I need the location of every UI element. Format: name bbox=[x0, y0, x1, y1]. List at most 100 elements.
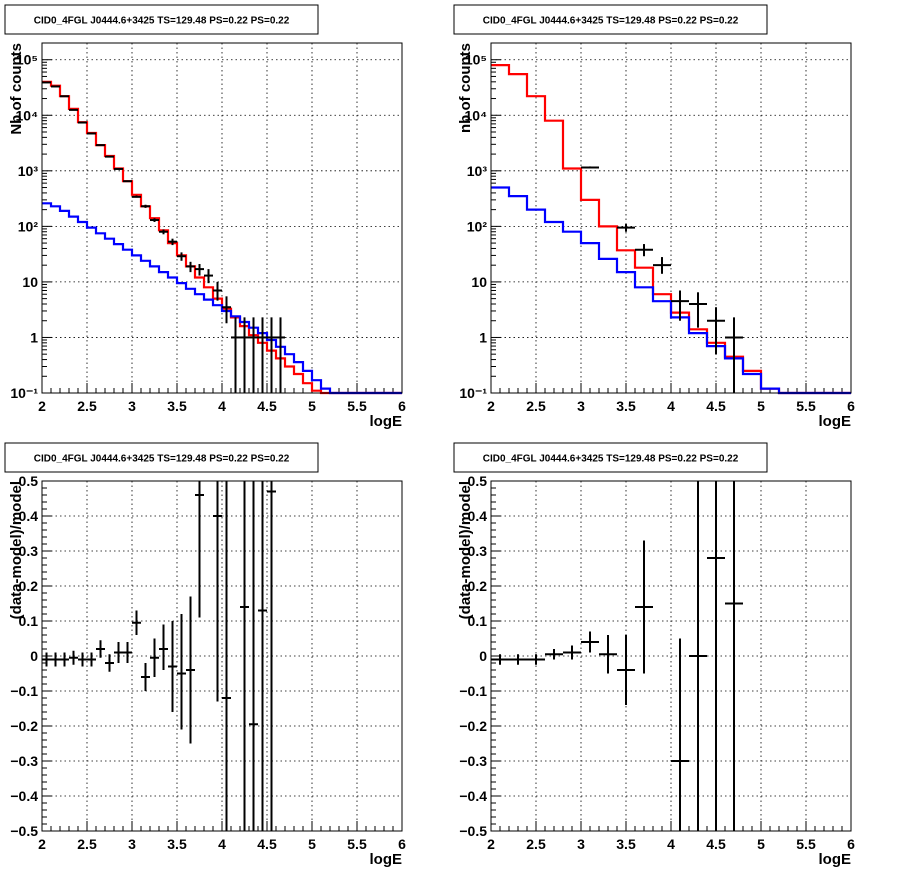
x-tick-label: 4.5 bbox=[706, 398, 726, 414]
x-axis-label: logE bbox=[819, 851, 852, 868]
data-point bbox=[114, 167, 123, 170]
y-tick-label: 10 bbox=[471, 274, 487, 290]
x-tick-label: 5 bbox=[757, 398, 765, 414]
plot-area bbox=[42, 43, 402, 393]
y-tick-label: −0.4 bbox=[459, 788, 487, 804]
data-point bbox=[69, 108, 78, 111]
data-point bbox=[725, 481, 743, 831]
x-tick-label: 3 bbox=[128, 398, 136, 414]
x-tick-label: 5 bbox=[308, 398, 316, 414]
x-tick-label: 6 bbox=[847, 398, 855, 414]
x-tick-label: 4.5 bbox=[257, 398, 277, 414]
y-tick-label: 0.3 bbox=[19, 543, 39, 559]
x-tick-label: 3.5 bbox=[167, 836, 187, 852]
x-tick-label: 3.5 bbox=[167, 398, 187, 414]
y-tick-label: 0.1 bbox=[468, 613, 488, 629]
y-axis-label: (data-model)/model bbox=[8, 481, 25, 619]
y-tick-label: 0.1 bbox=[19, 613, 39, 629]
series-2-histogram bbox=[491, 186, 851, 395]
y-tick-label: 10³ bbox=[18, 163, 39, 179]
x-tick-label: 3 bbox=[577, 398, 585, 414]
y-tick-label: −0.5 bbox=[459, 823, 487, 839]
x-tick-label: 4.5 bbox=[706, 836, 726, 852]
y-axis-label: Nb of counts bbox=[8, 43, 25, 135]
y-tick-label: −0.1 bbox=[10, 683, 38, 699]
x-tick-label: 4 bbox=[667, 398, 675, 414]
data-point bbox=[240, 481, 249, 831]
y-tick-label: 0.4 bbox=[468, 508, 488, 524]
y-tick-label: 10⁵ bbox=[16, 52, 38, 68]
y-tick-label: 10² bbox=[18, 218, 39, 234]
x-tick-label: 2.5 bbox=[526, 398, 546, 414]
data-point bbox=[195, 481, 204, 618]
x-axis-label: logE bbox=[370, 413, 403, 430]
chart-title: CID0_4FGL J0444.6+3425 TS=129.48 PS=0.22… bbox=[483, 454, 739, 465]
data-point bbox=[51, 85, 60, 88]
x-tick-label: 5.5 bbox=[796, 398, 816, 414]
data-point bbox=[141, 663, 150, 691]
x-tick-label: 3.5 bbox=[616, 836, 636, 852]
data-point bbox=[222, 296, 231, 324]
x-tick-label: 6 bbox=[398, 836, 406, 852]
plot-frame bbox=[41, 42, 403, 394]
series-1-histogram bbox=[42, 80, 402, 395]
y-tick-label: −0.2 bbox=[459, 718, 487, 734]
data-points bbox=[42, 481, 276, 831]
x-axis-label: logE bbox=[370, 851, 403, 868]
chart-title-box bbox=[453, 4, 768, 35]
y-tick-label: 10⁵ bbox=[465, 52, 487, 68]
y-tick-label: 0.5 bbox=[19, 473, 39, 489]
data-point bbox=[635, 244, 653, 257]
data-point bbox=[69, 650, 78, 665]
data-point bbox=[258, 317, 267, 393]
y-tick-label: 0 bbox=[479, 648, 487, 664]
data-point bbox=[671, 638, 689, 831]
data-point bbox=[51, 652, 60, 667]
data-point bbox=[240, 317, 249, 393]
data-points bbox=[581, 166, 743, 393]
data-point bbox=[42, 652, 51, 667]
x-tick-label: 5.5 bbox=[796, 836, 816, 852]
data-point bbox=[635, 540, 653, 674]
x-tick-label: 5 bbox=[757, 836, 765, 852]
data-point bbox=[204, 269, 213, 284]
x-tick-label: 2.5 bbox=[526, 836, 546, 852]
data-point bbox=[132, 610, 141, 635]
x-tick-label: 6 bbox=[398, 398, 406, 414]
data-point bbox=[177, 252, 186, 261]
data-point bbox=[545, 649, 563, 660]
data-point bbox=[249, 481, 258, 831]
data-point bbox=[231, 317, 240, 393]
x-tick-label: 2.5 bbox=[77, 398, 97, 414]
y-tick-label: 10⁻¹ bbox=[10, 385, 38, 401]
data-point bbox=[60, 95, 69, 98]
x-tick-label: 2 bbox=[38, 398, 46, 414]
data-point bbox=[87, 652, 96, 667]
data-point bbox=[671, 290, 689, 321]
data-point bbox=[258, 481, 267, 831]
x-tick-label: 2 bbox=[38, 836, 46, 852]
data-point bbox=[177, 614, 186, 730]
chart-panel-3: CID0_4FGL J0444.6+3425 TS=129.48 PS=0.22… bbox=[4, 442, 406, 868]
data-point bbox=[707, 481, 725, 831]
data-point bbox=[123, 642, 132, 663]
data-point bbox=[276, 317, 285, 393]
data-point bbox=[150, 218, 159, 222]
data-point bbox=[78, 652, 87, 667]
data-point bbox=[195, 264, 204, 276]
chart-panel-1: CID0_4FGL J0444.6+3425 TS=129.48 PS=0.22… bbox=[4, 4, 406, 430]
chart-title: CID0_4FGL J0444.6+3425 TS=129.48 PS=0.22… bbox=[34, 16, 290, 27]
x-tick-label: 4 bbox=[218, 836, 226, 852]
data-point bbox=[617, 224, 635, 232]
x-tick-label: 4.5 bbox=[257, 836, 277, 852]
x-tick-label: 2 bbox=[487, 398, 495, 414]
data-point bbox=[168, 621, 177, 712]
plot-frame bbox=[490, 480, 852, 832]
data-point bbox=[581, 166, 599, 169]
y-tick-label: 1 bbox=[30, 329, 38, 345]
data-point bbox=[581, 631, 599, 653]
plot-area bbox=[491, 43, 851, 393]
y-tick-label: 1 bbox=[479, 329, 487, 345]
x-tick-label: 6 bbox=[847, 836, 855, 852]
